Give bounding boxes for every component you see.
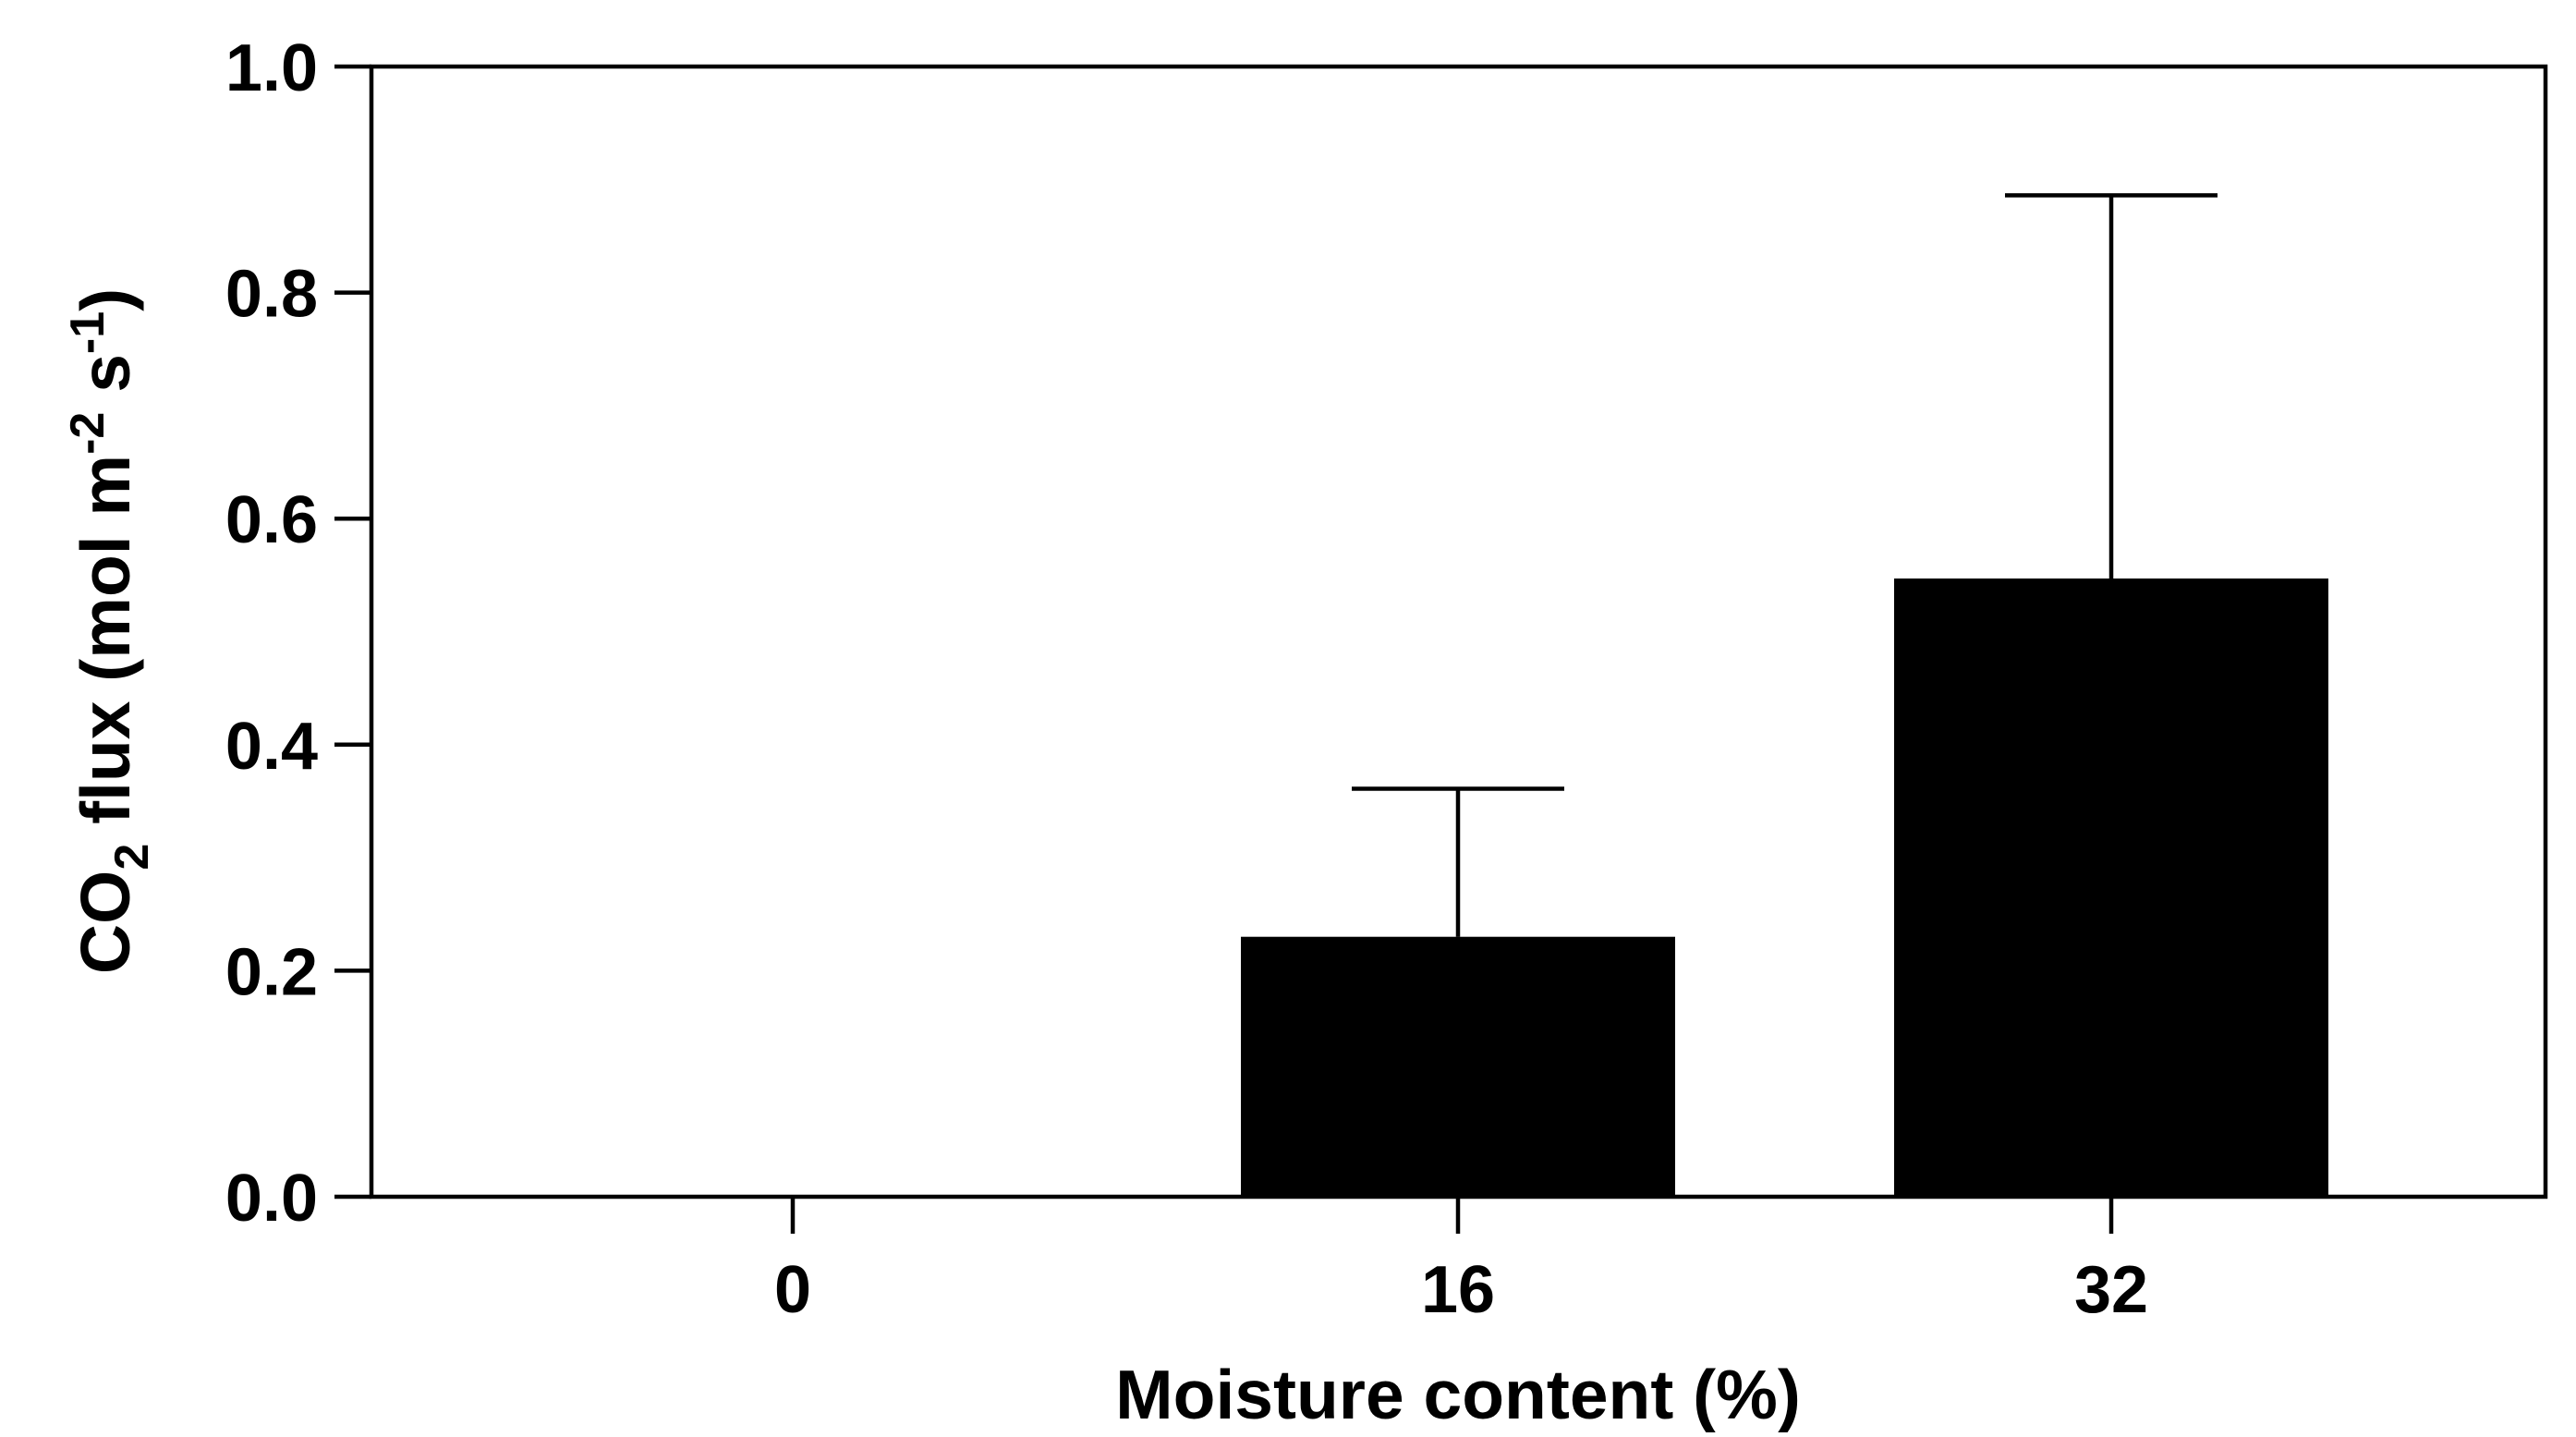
y-axis-label-suffix: ) bbox=[67, 288, 144, 311]
error-bars bbox=[1352, 193, 2218, 937]
y-axis-ticks: 0.0 0.2 0.4 0.6 0.8 1.0 bbox=[225, 31, 371, 1236]
x-tick-label: 32 bbox=[2074, 1253, 2148, 1327]
bar-32 bbox=[1894, 578, 2328, 1197]
y-axis-label: CO2 flux (mol m-2 s-1) bbox=[61, 288, 159, 974]
y-tick-label: 0.6 bbox=[225, 483, 318, 557]
y-tick-label: 0.4 bbox=[225, 710, 318, 784]
x-tick-label: 16 bbox=[1421, 1253, 1495, 1327]
y-tick-label: 1.0 bbox=[225, 31, 318, 105]
x-axis-label: Moisture content (%) bbox=[1115, 1356, 1801, 1432]
y-tick-label: 0.2 bbox=[225, 935, 318, 1009]
y-axis-label-s-part: s bbox=[67, 354, 144, 412]
bars bbox=[1241, 578, 2328, 1197]
y-axis-label-co2-subscript: 2 bbox=[105, 844, 159, 871]
y-tick-label: 0.0 bbox=[225, 1162, 318, 1236]
x-axis-ticks: 0 16 32 bbox=[774, 1197, 2148, 1327]
y-axis-label-m-superscript: -2 bbox=[61, 412, 115, 455]
y-axis-label-s-superscript: -1 bbox=[61, 311, 115, 354]
y-axis-label-middle: flux (mol m bbox=[67, 455, 144, 844]
bar-16 bbox=[1241, 936, 1675, 1197]
y-tick-label: 0.8 bbox=[225, 258, 318, 332]
y-axis-label-prefix: CO bbox=[67, 871, 144, 975]
x-tick-label: 0 bbox=[774, 1253, 811, 1327]
